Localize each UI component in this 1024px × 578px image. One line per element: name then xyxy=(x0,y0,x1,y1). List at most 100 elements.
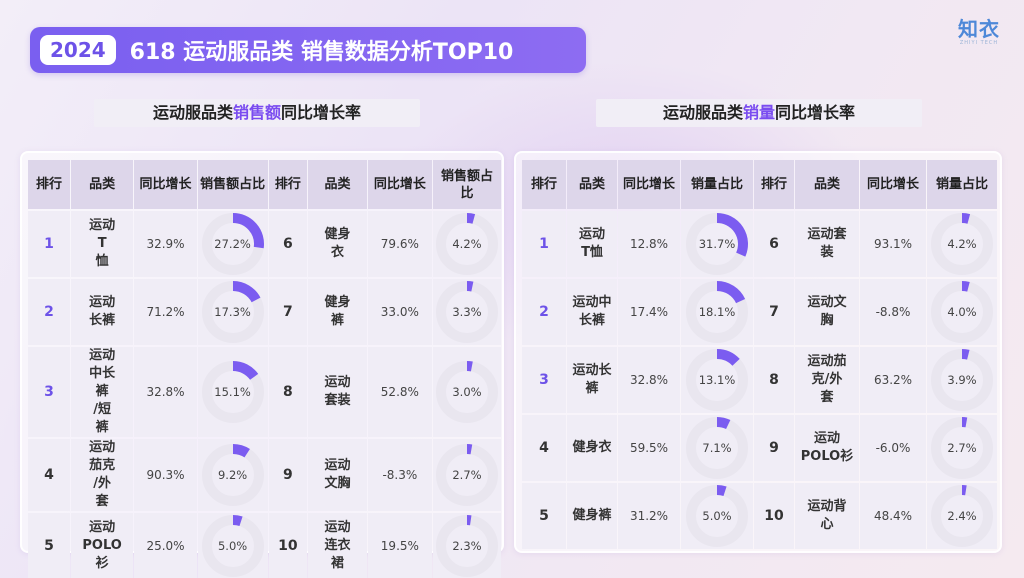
category-cell: 运动 T恤 xyxy=(567,211,617,277)
share-label: 4.2% xyxy=(947,237,977,251)
share-ring-arc xyxy=(232,443,250,458)
share-cell: 17.3% xyxy=(197,279,268,345)
share-cell: 2.4% xyxy=(927,483,997,549)
share-cell: 2.3% xyxy=(432,513,501,578)
rank-cell: 2 xyxy=(522,279,566,345)
share-ring-arc xyxy=(961,213,971,224)
category-line: 裤 xyxy=(585,381,599,396)
category-cell: 运动长裤 xyxy=(567,347,617,413)
share-cell: 9.2% xyxy=(197,439,268,511)
category-line: 运动 xyxy=(578,227,605,242)
share-ring-track xyxy=(931,485,993,547)
rank-cell: 3 xyxy=(28,347,70,437)
share-cell: 18.1% xyxy=(681,279,753,345)
category-line: 衫 xyxy=(95,556,109,571)
share-cell: 3.0% xyxy=(432,347,501,437)
category-line: 运动 xyxy=(89,440,116,455)
share-ring-chart xyxy=(931,349,993,411)
category-line: 健身 xyxy=(324,227,351,242)
share-ring-chart xyxy=(201,515,264,577)
category-line: 衣 xyxy=(331,245,345,260)
category-line: 运动长 xyxy=(572,363,612,378)
share-ring-chart xyxy=(435,443,498,506)
category-line: 运动 xyxy=(813,431,840,446)
category-line: /外 xyxy=(93,476,111,491)
share-ring-track xyxy=(201,444,264,506)
table-row: 3 运动长裤 32.8% 13.1% 8 运动茄 克/外套 63.2% 3.9% xyxy=(522,347,997,413)
rank-cell: 5 xyxy=(28,513,70,578)
page-title-bar: 2024 618 运动服品类 销售数据分析TOP10 xyxy=(30,27,586,73)
column-header: 同比增长 xyxy=(367,160,432,209)
rank-cell: 3 xyxy=(522,347,566,413)
share-label: 2.7% xyxy=(947,441,977,455)
category-cell: 运动套装 xyxy=(308,347,367,437)
share-label: 3.9% xyxy=(947,373,977,387)
column-header: 同比增长 xyxy=(618,160,680,209)
share-ring-chart xyxy=(931,416,993,479)
column-header: 品类 xyxy=(308,160,367,209)
share-cell: 2.7% xyxy=(927,415,997,481)
category-cell: 运动中 长裤 xyxy=(567,279,617,345)
growth-cell: 59.5% xyxy=(618,415,680,481)
column-header: 同比增长 xyxy=(860,160,926,209)
rank-cell: 9 xyxy=(754,415,794,481)
share-label: 2.4% xyxy=(947,509,977,523)
share-ring-track xyxy=(435,281,498,343)
share-ring-chart xyxy=(201,361,264,423)
share-label: 4.2% xyxy=(452,237,482,251)
share-ring-track xyxy=(931,281,993,343)
category-line: 中长 xyxy=(89,366,116,381)
table-row: 5 健身裤 31.2% 5.0% 10 运动背心 48.4% 2.4% xyxy=(522,483,997,549)
rank-cell: 10 xyxy=(754,483,794,549)
table-row: 5 运动 POLO 衫 25.0% 5.0% 10 运动 连衣裙 19.5% 2.3% xyxy=(28,513,501,578)
table-header-row: 排行 品类 同比增长 销量占比 排行 品类 同比增长 销量占比 xyxy=(522,160,997,209)
share-cell: 7.1% xyxy=(681,415,753,481)
column-header: 销量占比 xyxy=(681,160,753,209)
table-row: 1 运动 T 恤 32.9% 27.2% 6 健身衣 79.6% 4.2% xyxy=(28,211,501,277)
category-line: 运动 xyxy=(324,458,351,473)
share-ring-arc xyxy=(232,361,258,381)
category-line: 运动 xyxy=(324,375,351,390)
section-title-sales-amount: 运动服品类销售额同比增长率 xyxy=(94,99,420,127)
rank-cell: 1 xyxy=(522,211,566,277)
category-line: 运动套 xyxy=(807,227,847,242)
growth-cell: 48.4% xyxy=(860,483,926,549)
share-label: 18.1% xyxy=(698,305,736,319)
table-header-row: 排行 品类 同比增长 销售额占比 排行 品类 同比增长 销售额占比 xyxy=(28,160,501,209)
category-line: 裤 xyxy=(95,420,109,435)
column-header: 排行 xyxy=(28,160,70,209)
growth-cell: -6.0% xyxy=(860,415,926,481)
category-line: 运动文 xyxy=(807,295,847,310)
share-ring-arc xyxy=(716,416,731,430)
share-ring-arc xyxy=(466,281,474,292)
section-title-suffix: 同比增长率 xyxy=(775,103,856,122)
category-line: 运动 xyxy=(89,520,116,535)
share-label: 27.2% xyxy=(214,237,251,251)
share-cell: 5.0% xyxy=(681,483,753,549)
category-line: 裙 xyxy=(331,556,345,571)
sales-amount-table: 排行 品类 同比增长 销售额占比 排行 品类 同比增长 销售额占比 1 运动 T 恤 32.9% 27.2… xyxy=(27,158,502,578)
column-header: 品类 xyxy=(567,160,617,209)
section-title-prefix: 运动服品类 xyxy=(152,103,233,122)
share-ring-chart xyxy=(201,281,264,343)
column-header: 同比增长 xyxy=(134,160,197,209)
share-ring-chart xyxy=(686,485,748,547)
sales-volume-panel: 排行 品类 同比增长 销量占比 排行 品类 同比增长 销量占比 1 运动 T恤 12.8% 31.7% 6… xyxy=(514,151,1002,553)
category-cell: 运动套装 xyxy=(795,211,859,277)
share-ring-arc xyxy=(961,281,970,292)
category-line: 裤 xyxy=(331,313,345,328)
category-line: 套 xyxy=(820,390,834,405)
share-ring-chart xyxy=(931,485,993,547)
growth-cell: 32.8% xyxy=(618,347,680,413)
category-line: 运动茄 xyxy=(807,354,847,369)
share-ring-chart xyxy=(931,213,993,275)
share-ring-chart xyxy=(686,349,748,411)
rank-cell: 6 xyxy=(754,211,794,277)
growth-cell: 63.2% xyxy=(860,347,926,413)
category-line: 运动 xyxy=(89,218,116,233)
category-line: 恤 xyxy=(95,254,109,269)
growth-cell: 32.8% xyxy=(134,347,197,437)
category-cell: 运动长裤 xyxy=(70,279,134,345)
category-line: 运动背 xyxy=(807,499,847,514)
